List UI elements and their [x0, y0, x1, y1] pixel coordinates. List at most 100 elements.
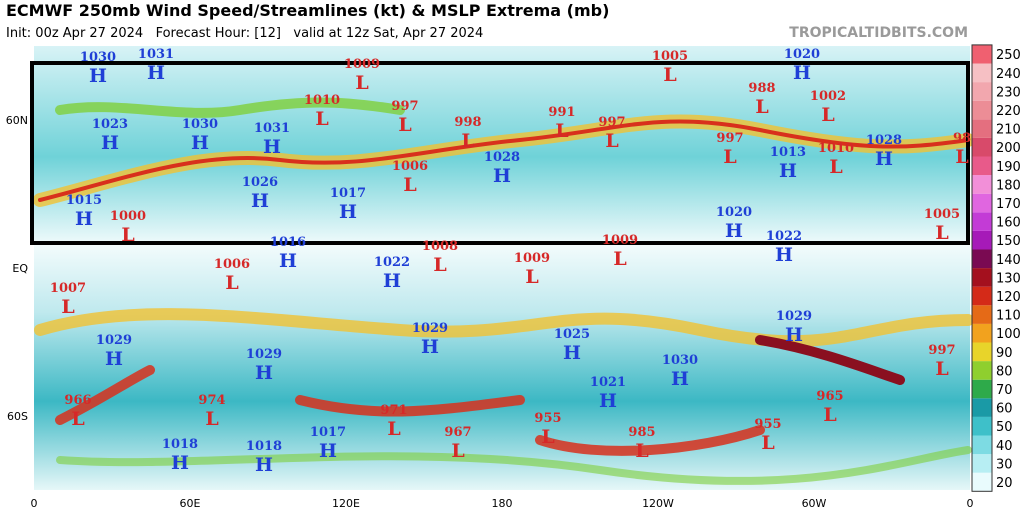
colorbar-segment [972, 416, 992, 436]
center-value: 985 [628, 425, 655, 440]
colorbar-tick-label: 50 [996, 420, 1013, 435]
colorbar-segment [972, 193, 992, 213]
colorbar-segment [972, 212, 992, 231]
center-value: 1017 [310, 425, 346, 440]
center-value: 1030 [80, 50, 116, 65]
colorbar-segment [972, 472, 992, 492]
center-letter: H [493, 165, 511, 187]
center-value: 1029 [776, 309, 812, 324]
map [30, 46, 975, 490]
center-letter: H [421, 336, 439, 358]
center-value: 1007 [50, 281, 86, 296]
center-letter: H [785, 324, 803, 346]
center-value: 991 [548, 105, 575, 120]
center-value: 1020 [716, 205, 752, 220]
center-letter: L [635, 440, 648, 462]
center-letter: L [935, 222, 948, 244]
colorbar-segment [972, 156, 992, 176]
center-value: 966 [64, 393, 91, 408]
center-value: 1000 [110, 209, 146, 224]
center-value: 967 [444, 425, 471, 440]
highlight-box [30, 61, 970, 245]
subtitle: Init: 00z Apr 27 2024 Forecast Hour: [12… [6, 26, 483, 41]
lon-label: 0 [967, 497, 974, 510]
lon-label: 60W [802, 497, 827, 510]
colorbar-tick-label: 240 [996, 67, 1021, 82]
colorbar-tick-label: 140 [996, 253, 1021, 268]
lon-label: 0 [31, 497, 38, 510]
colorbar-segment [972, 44, 992, 64]
center-value: 1023 [92, 117, 128, 132]
center-value: 955 [754, 417, 781, 432]
center-letter: L [315, 108, 328, 130]
center-value: 1016 [270, 235, 306, 250]
center-letter: H [171, 452, 189, 474]
colorbar-tick-label: 170 [996, 197, 1021, 212]
center-letter: L [61, 296, 74, 318]
center-letter: H [563, 342, 581, 364]
colorbar-tick-label: 70 [996, 383, 1013, 398]
center-letter: H [263, 136, 281, 158]
colorbar-tick-label: 230 [996, 85, 1021, 100]
center-value: 1005 [652, 49, 688, 64]
center-letter: L [403, 174, 416, 196]
center-value: 974 [198, 393, 225, 408]
center-value: 955 [534, 411, 561, 426]
center-value: 1031 [138, 47, 174, 62]
center-value: 1009 [602, 233, 638, 248]
colorbar-tick-label: 20 [996, 476, 1013, 491]
center-value: 971 [380, 403, 407, 418]
center-letter: L [555, 120, 568, 142]
lon-label: 60E [180, 497, 201, 510]
colorbar-segment [972, 435, 992, 455]
center-letter: H [339, 201, 357, 223]
center-letter: H [101, 132, 119, 154]
center-value: 1018 [246, 439, 282, 454]
center-letter: H [279, 250, 297, 272]
center-letter: L [433, 254, 446, 276]
colorbar-tick-label: 200 [996, 141, 1021, 156]
lat-label: EQ [12, 262, 28, 275]
lon-label: 120E [332, 497, 360, 510]
center-letter: L [121, 224, 134, 246]
center-letter: L [387, 418, 400, 440]
colorbar-frame [971, 44, 993, 492]
lat-label: 60N [6, 114, 28, 127]
center-letter: L [541, 426, 554, 448]
colorbar-tick-label: 110 [996, 309, 1021, 324]
center-value: 1010 [304, 93, 340, 108]
center-value: 1009 [344, 57, 380, 72]
center-value: 1028 [484, 150, 520, 165]
center-value: 1028 [866, 133, 902, 148]
colorbar-tick-label: 40 [996, 439, 1013, 454]
center-value: 997 [716, 131, 743, 146]
map-background [34, 46, 970, 490]
center-letter: L [955, 146, 968, 168]
center-letter: H [599, 390, 617, 412]
colorbar-tick-label: 190 [996, 160, 1021, 175]
colorbar-segment [972, 268, 992, 287]
colorbar-segment [972, 398, 992, 417]
center-letter: H [191, 132, 209, 154]
center-value: 1006 [392, 159, 428, 174]
jet-bands [33, 97, 975, 485]
center-value: 1029 [412, 321, 448, 336]
center-letter: L [605, 130, 618, 152]
center-letter: L [451, 440, 464, 462]
center-letter: L [723, 146, 736, 168]
colorbar-tick-label: 180 [996, 178, 1021, 193]
center-letter: L [398, 114, 411, 136]
colorbar-segment [972, 249, 992, 269]
colorbar-segment [972, 175, 992, 194]
center-value: 1018 [162, 437, 198, 452]
center-value: 1029 [246, 347, 282, 362]
center-value: 1013 [770, 145, 806, 160]
watermark: TROPICALTIDBITS.COM [789, 25, 968, 41]
center-value: 988 [748, 81, 775, 96]
center-letter: L [663, 64, 676, 86]
center-letter: H [793, 62, 811, 84]
center-value: 1006 [214, 257, 250, 272]
colorbar-tick-label: 90 [996, 346, 1013, 361]
center-letter: L [205, 408, 218, 430]
